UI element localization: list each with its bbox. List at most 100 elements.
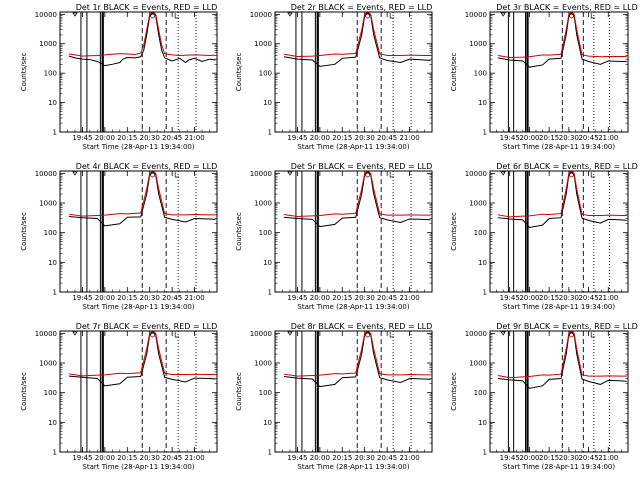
y-axis-label: Counts/sec xyxy=(450,372,458,411)
x-tick-label: 21:00 xyxy=(399,294,419,302)
panel-title: Det 2r BLACK = Events, RED = LLD xyxy=(291,3,433,12)
x-tick-label: 20:30 xyxy=(559,454,579,462)
plot-frame xyxy=(59,11,218,133)
panel-title: Det 8r BLACK = Events, RED = LLD xyxy=(291,322,433,331)
top-marker xyxy=(569,172,574,178)
plot-frame xyxy=(489,170,629,293)
lld-series-line xyxy=(497,171,627,218)
y-tick-label: 1 xyxy=(268,289,272,297)
lld-series-line xyxy=(68,171,216,217)
y-tick-label: 10000 xyxy=(465,11,487,19)
x-tick-label: 20:00 xyxy=(310,294,330,302)
y-tick-label: 1 xyxy=(53,289,57,297)
y-tick-label: 1000 xyxy=(39,200,57,208)
lld-series-line xyxy=(68,12,216,57)
x-tick-label: 21:00 xyxy=(184,454,204,462)
y-axis-label: Counts/sec xyxy=(20,53,28,92)
lld-series-line xyxy=(283,171,431,218)
x-tick-label: 20:00 xyxy=(519,454,539,462)
x-axis-label: Start Time (28-Apr-11 19:34:00) xyxy=(82,143,194,151)
y-tick-label: 1000 xyxy=(469,200,487,208)
y-axis-label: Counts/sec xyxy=(235,212,243,251)
y-axis-label: Counts/sec xyxy=(450,212,458,251)
y-axis-label: Counts/sec xyxy=(235,372,243,411)
panel-title: Det 9r BLACK = Events, RED = LLD xyxy=(496,322,638,331)
y-tick-label: 10000 xyxy=(250,330,272,338)
x-tick-label: 20:30 xyxy=(355,134,375,142)
y-tick-label: 100 xyxy=(474,229,487,237)
panel-title: Det 5r BLACK = Events, RED = LLD xyxy=(291,162,433,171)
x-tick-label: 20:45 xyxy=(377,134,397,142)
y-tick-label: 10 xyxy=(48,419,57,427)
top-marker xyxy=(72,331,78,336)
y-tick-label: 10000 xyxy=(35,170,57,178)
x-tick-label: 20:00 xyxy=(95,454,115,462)
x-tick-label: 21:00 xyxy=(184,294,204,302)
events-series-line xyxy=(283,171,431,228)
y-tick-label: 1000 xyxy=(39,40,57,48)
x-tick-label: 19:45 xyxy=(500,454,520,462)
top-marker xyxy=(150,13,156,19)
plot-frame xyxy=(489,11,629,133)
x-tick-label: 19:45 xyxy=(500,134,520,142)
y-tick-label: 1 xyxy=(53,449,57,457)
panel-1: Det 1r BLACK = Events, RED = LLD Counts/s… xyxy=(20,3,218,151)
x-tick-label: 21:00 xyxy=(598,294,618,302)
x-tick-label: 19:45 xyxy=(287,454,307,462)
panel-title: Det 6r BLACK = Events, RED = LLD xyxy=(496,162,638,171)
y-tick-label: 100 xyxy=(44,389,57,397)
y-tick-label: 1000 xyxy=(469,40,487,48)
y-tick-label: 10000 xyxy=(250,170,272,178)
x-tick-label: 20:30 xyxy=(140,454,160,462)
x-tick-label: 20:30 xyxy=(559,134,579,142)
y-axis-label: Counts/sec xyxy=(20,372,28,411)
x-tick-label: 20:45 xyxy=(162,134,182,142)
panel-title: Det 3r BLACK = Events, RED = LLD xyxy=(496,3,638,12)
lld-series-line xyxy=(68,331,216,377)
x-tick-label: 21:00 xyxy=(184,134,204,142)
events-series-line xyxy=(68,331,216,387)
plot-frame xyxy=(274,170,433,293)
y-tick-label: 10 xyxy=(48,259,57,267)
y-axis-label: Counts/sec xyxy=(235,53,243,92)
y-tick-label: 10 xyxy=(48,99,57,107)
top-marker xyxy=(365,13,371,19)
x-tick-label: 20:45 xyxy=(578,454,598,462)
top-marker xyxy=(389,13,395,19)
x-tick-label: 20:00 xyxy=(519,134,539,142)
y-tick-label: 10000 xyxy=(250,11,272,19)
top-marker xyxy=(174,172,180,178)
plot-frame xyxy=(59,170,218,293)
y-tick-label: 10000 xyxy=(35,11,57,19)
x-tick-label: 20:45 xyxy=(162,294,182,302)
top-marker xyxy=(365,172,371,178)
y-tick-label: 1000 xyxy=(254,200,272,208)
top-marker xyxy=(365,332,371,338)
panel-9: Det 9r BLACK = Events, RED = LLD Counts/s… xyxy=(450,322,638,471)
y-tick-label: 100 xyxy=(44,229,57,237)
top-marker xyxy=(72,171,78,176)
top-marker xyxy=(590,13,596,19)
top-marker xyxy=(150,332,156,338)
y-tick-label: 100 xyxy=(44,70,57,78)
x-tick-label: 20:15 xyxy=(117,454,137,462)
y-tick-label: 1000 xyxy=(254,40,272,48)
top-marker xyxy=(174,13,180,19)
x-axis-label: Start Time (28-Apr-11 19:34:00) xyxy=(297,303,409,311)
plot-frame xyxy=(59,330,218,453)
x-tick-label: 20:45 xyxy=(377,454,397,462)
y-tick-label: 10 xyxy=(478,259,487,267)
lld-series-line xyxy=(497,331,627,379)
y-tick-label: 10 xyxy=(478,99,487,107)
panel-4: Det 4r BLACK = Events, RED = LLD Counts/s… xyxy=(20,162,218,311)
y-tick-label: 100 xyxy=(259,229,272,237)
x-tick-label: 19:45 xyxy=(287,134,307,142)
panel-title: Det 7r BLACK = Events, RED = LLD xyxy=(76,322,218,331)
top-marker xyxy=(569,332,574,338)
top-marker xyxy=(500,331,506,336)
x-tick-label: 20:30 xyxy=(355,454,375,462)
y-tick-label: 10 xyxy=(263,99,272,107)
y-tick-label: 10000 xyxy=(465,330,487,338)
panel-8: Det 8r BLACK = Events, RED = LLD Counts/s… xyxy=(235,322,433,471)
